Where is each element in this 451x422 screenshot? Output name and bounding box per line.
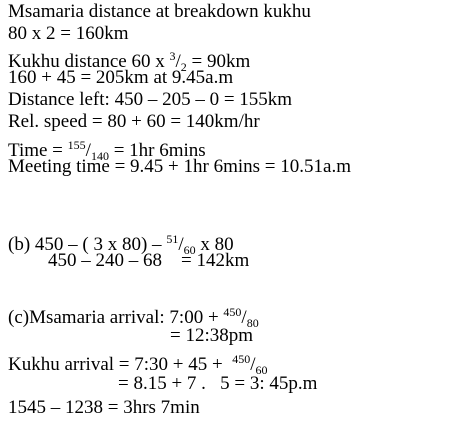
fraction-numerator: 155 [67,138,86,152]
text-line: Kukhu arrival = 7:30 + 45 + 450/60 [8,349,268,380]
text: 1545 – 1238 = 3hrs 7min [8,397,200,418]
text: Msamaria distance at breakdown kukhu [8,1,311,22]
text-line: 450 – 240 – 68 = 142km [48,251,249,271]
fraction-numerator: 450 [232,352,251,366]
text: Kukhu distance 60 x [8,51,170,72]
fraction-numerator: 3 [169,49,176,63]
text: Rel. speed = 80 + 60 = 140km/hr [8,111,260,132]
fraction-slash: / [175,51,181,72]
fraction-numerator: 51 [166,232,179,246]
text-line: (b) 450 – ( 3 x 80) – 51/60 x 80 [8,229,234,260]
text: (c)Msamaria arrival: 7:00 + [8,307,224,328]
fraction-denominator: 60 [183,243,196,257]
fraction-slash: / [250,354,256,375]
text-line: Rel. speed = 80 + 60 = 140km/hr [8,112,260,132]
text: 450 – 240 – 68 = 142km [48,250,250,271]
text-line: (c)Msamaria arrival: 7:00 + 450/80 [8,302,259,333]
text-line: 80 x 2 = 160km [8,24,129,44]
fraction-slash: / [85,140,91,161]
text-line: = 8.15 + 7 . 5 = 3: 45p.m [118,374,317,394]
text-line: Kukhu distance 60 x 3/2 = 90km [8,46,250,77]
text: (b) 450 – ( 3 x 80) – [8,234,167,255]
text-line: Distance left: 450 – 205 – 0 = 155km [8,90,292,110]
fraction-denominator: 2 [180,60,187,74]
fraction-denominator: 60 [255,363,268,377]
text: = 8.15 + 7 . 5 = 3: 45p.m [118,373,318,394]
fraction-slash: / [178,234,184,255]
text-line: 160 + 45 = 205km at 9.45a.m [8,68,233,88]
text: x 80 [195,234,234,255]
text: = 90km [186,51,251,72]
text: = 12:38pm [170,325,254,346]
text: 160 + 45 = 205km at 9.45a.m [8,67,234,88]
fraction-slash: / [241,307,247,328]
text: 80 x 2 = 160km [8,23,129,44]
text-line: 1545 – 1238 = 3hrs 7min [8,398,200,418]
fraction-denominator: 80 [246,316,259,330]
text-line: Msamaria distance at breakdown kukhu [8,2,311,22]
text: Distance left: 450 – 205 – 0 = 155km [8,89,293,110]
text-line: Meeting time = 9.45 + 1hr 6mins = 10.51a… [8,157,351,177]
text: Meeting time = 9.45 + 1hr 6mins = 10.51a… [8,156,351,177]
text-line: = 12:38pm [170,326,253,346]
fraction-numerator: 450 [223,305,242,319]
text: Time = [8,140,68,161]
fraction-denominator: 140 [90,149,109,163]
text: = 1hr 6mins [108,140,206,161]
text-line: Time = 155/140 = 1hr 6mins [8,135,206,166]
text: Kukhu arrival = 7:30 + 45 + [8,354,233,375]
